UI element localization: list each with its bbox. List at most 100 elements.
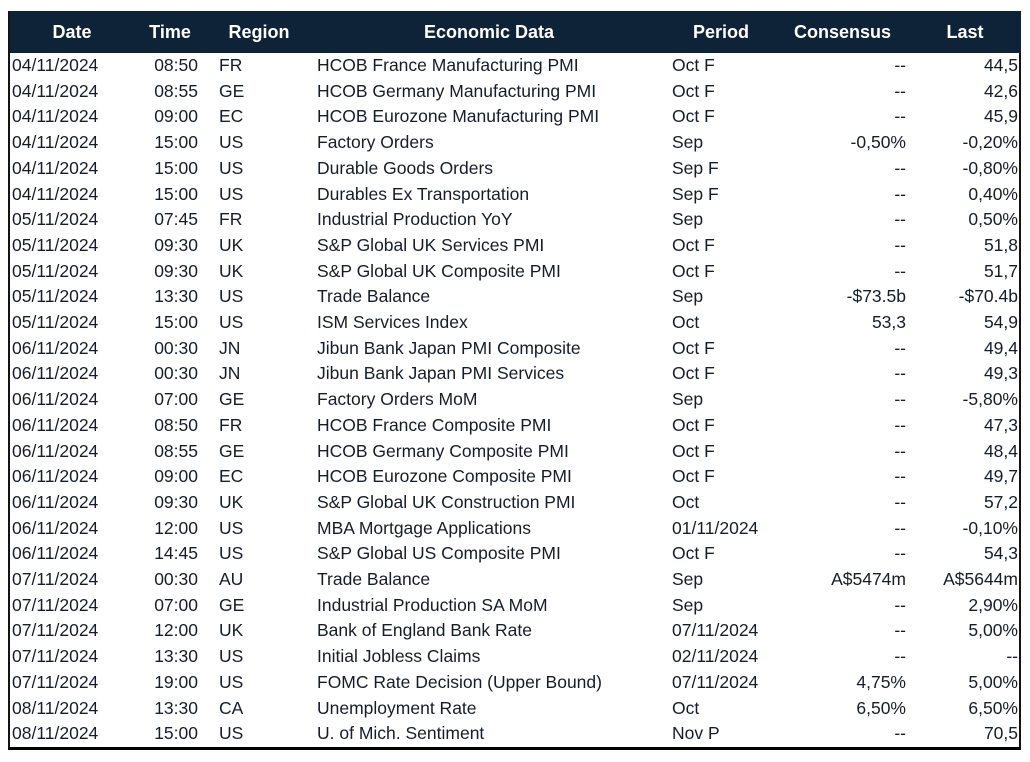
cell-consensus: 6,50% xyxy=(776,696,909,722)
cell-region: GE xyxy=(206,439,312,465)
cell-consensus: -$73.5b xyxy=(776,284,909,310)
cell-last: A$5644m xyxy=(909,567,1021,593)
cell-consensus: -- xyxy=(776,79,909,105)
cell-consensus: -- xyxy=(776,53,909,79)
cell-econ: Durables Ex Transportation xyxy=(312,182,666,208)
cell-period: 07/11/2024 xyxy=(666,618,776,644)
cell-consensus: -- xyxy=(776,207,909,233)
cell-period: Oct xyxy=(666,310,776,336)
cell-last: 57,2 xyxy=(909,490,1021,516)
cell-period: Oct F xyxy=(666,259,776,285)
cell-time: 15:00 xyxy=(134,182,206,208)
table-row: 05/11/202409:30UKS&P Global UK Services … xyxy=(10,233,1021,259)
table-row: 07/11/202400:30AUTrade BalanceSepA$5474m… xyxy=(10,567,1021,593)
cell-time: 12:00 xyxy=(134,516,206,542)
cell-region: US xyxy=(206,721,312,747)
cell-last: 49,3 xyxy=(909,361,1021,387)
cell-time: 13:30 xyxy=(134,284,206,310)
cell-consensus: A$5474m xyxy=(776,567,909,593)
cell-econ: S&P Global UK Services PMI xyxy=(312,233,666,259)
cell-region: FR xyxy=(206,413,312,439)
cell-last: 70,5 xyxy=(909,721,1021,747)
cell-period: 01/11/2024 xyxy=(666,516,776,542)
cell-period: Sep xyxy=(666,567,776,593)
header-row: Date Time Region Economic Data Period Co… xyxy=(10,11,1021,53)
cell-econ: Jibun Bank Japan PMI Composite xyxy=(312,336,666,362)
cell-period: Oct F xyxy=(666,79,776,105)
cell-time: 08:50 xyxy=(134,413,206,439)
cell-date: 07/11/2024 xyxy=(10,644,134,670)
table-row: 04/11/202415:00USFactory OrdersSep-0,50%… xyxy=(10,130,1021,156)
cell-time: 14:45 xyxy=(134,541,206,567)
cell-region: US xyxy=(206,284,312,310)
cell-econ: HCOB France Composite PMI xyxy=(312,413,666,439)
economic-calendar-table: Date Time Region Economic Data Period Co… xyxy=(8,11,1021,750)
cell-time: 13:30 xyxy=(134,644,206,670)
table-row: 04/11/202415:00USDurable Goods OrdersSep… xyxy=(10,156,1021,182)
cell-consensus: -- xyxy=(776,233,909,259)
cell-econ: Bank of England Bank Rate xyxy=(312,618,666,644)
cell-time: 07:00 xyxy=(134,593,206,619)
cell-date: 08/11/2024 xyxy=(10,696,134,722)
cell-region: EC xyxy=(206,464,312,490)
cell-econ: Factory Orders xyxy=(312,130,666,156)
cell-period: Oct F xyxy=(666,361,776,387)
cell-region: AU xyxy=(206,567,312,593)
cell-consensus: -- xyxy=(776,104,909,130)
cell-time: 09:30 xyxy=(134,233,206,259)
cell-region: CA xyxy=(206,696,312,722)
table-row: 04/11/202408:55GEHCOB Germany Manufactur… xyxy=(10,79,1021,105)
table-row: 05/11/202415:00USISM Services IndexOct53… xyxy=(10,310,1021,336)
cell-period: Oct F xyxy=(666,104,776,130)
cell-date: 05/11/2024 xyxy=(10,259,134,285)
cell-time: 09:00 xyxy=(134,104,206,130)
cell-region: FR xyxy=(206,53,312,79)
cell-consensus: -- xyxy=(776,156,909,182)
cell-time: 19:00 xyxy=(134,670,206,696)
cell-date: 06/11/2024 xyxy=(10,413,134,439)
cell-time: 13:30 xyxy=(134,696,206,722)
cell-period: Oct F xyxy=(666,53,776,79)
cell-date: 04/11/2024 xyxy=(10,156,134,182)
table-row: 08/11/202415:00USU. of Mich. SentimentNo… xyxy=(10,721,1021,747)
cell-econ: MBA Mortgage Applications xyxy=(312,516,666,542)
cell-consensus: -- xyxy=(776,721,909,747)
cell-last: 51,8 xyxy=(909,233,1021,259)
cell-date: 06/11/2024 xyxy=(10,336,134,362)
cell-period: Oct F xyxy=(666,413,776,439)
cell-time: 09:30 xyxy=(134,259,206,285)
cell-date: 07/11/2024 xyxy=(10,618,134,644)
cell-date: 05/11/2024 xyxy=(10,310,134,336)
cell-consensus: -- xyxy=(776,182,909,208)
cell-region: US xyxy=(206,516,312,542)
cell-period: Oct F xyxy=(666,464,776,490)
cell-period: Sep xyxy=(666,284,776,310)
cell-period: 02/11/2024 xyxy=(666,644,776,670)
table-row: 05/11/202409:30UKS&P Global UK Composite… xyxy=(10,259,1021,285)
cell-date: 06/11/2024 xyxy=(10,361,134,387)
table-row: 06/11/202408:55GEHCOB Germany Composite … xyxy=(10,439,1021,465)
cell-period: Sep F xyxy=(666,182,776,208)
table-row: 07/11/202407:00GEIndustrial Production S… xyxy=(10,593,1021,619)
cell-econ: HCOB Germany Manufacturing PMI xyxy=(312,79,666,105)
cell-time: 15:00 xyxy=(134,130,206,156)
cell-region: US xyxy=(206,310,312,336)
cell-last: 2,90% xyxy=(909,593,1021,619)
header-period: Period xyxy=(666,11,776,53)
cell-consensus: -- xyxy=(776,259,909,285)
cell-consensus: -- xyxy=(776,464,909,490)
table-row: 07/11/202412:00UKBank of England Bank Ra… xyxy=(10,618,1021,644)
cell-last: -0,80% xyxy=(909,156,1021,182)
cell-econ: Jibun Bank Japan PMI Services xyxy=(312,361,666,387)
cell-time: 08:55 xyxy=(134,79,206,105)
cell-consensus: -- xyxy=(776,387,909,413)
header-date: Date xyxy=(10,11,134,53)
table-row: 05/11/202413:30USTrade BalanceSep-$73.5b… xyxy=(10,284,1021,310)
cell-region: US xyxy=(206,644,312,670)
cell-consensus: -- xyxy=(776,593,909,619)
cell-date: 05/11/2024 xyxy=(10,284,134,310)
cell-date: 04/11/2024 xyxy=(10,182,134,208)
header-time: Time xyxy=(134,11,206,53)
cell-period: Sep xyxy=(666,130,776,156)
cell-last: -$70.4b xyxy=(909,284,1021,310)
